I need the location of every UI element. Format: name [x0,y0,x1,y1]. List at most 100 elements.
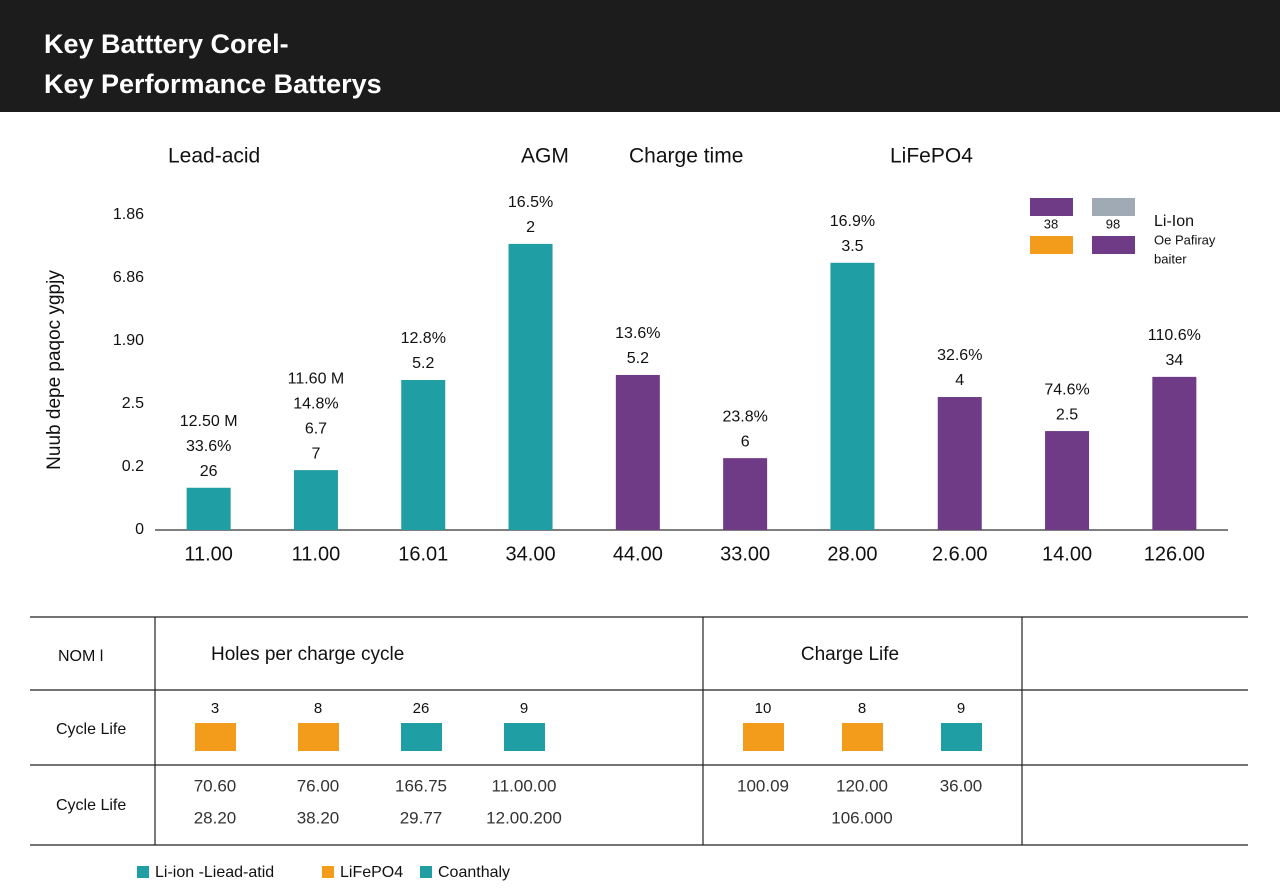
cell-value: 36.00 [940,776,983,795]
y-tick-label: 1.90 [113,332,144,349]
cell-label: 10 [755,700,772,717]
cell-swatch [842,723,883,751]
bar-annotation: 4 [955,372,964,389]
cell-value: 12.00.200 [486,808,562,827]
cell-value: 106.000 [831,808,892,827]
x-tick-label: 16.01 [398,543,448,565]
bar-annotation: 12.8% [401,330,446,347]
legend-text: Li-Ion [1154,213,1194,230]
legend-swatch [420,866,432,878]
cell-label: 9 [957,700,965,717]
bar-annotation: 6.7 [305,420,327,437]
cell-value: 28.20 [194,808,237,827]
legend-label: Coanthaly [438,864,510,881]
bar-annotation: 3.5 [841,238,863,255]
bar-annotation: 23.8% [722,408,767,425]
cell-swatch [941,723,982,751]
legend-swatch [1030,198,1073,216]
title-line: Key Batttery Corel- [44,29,289,59]
bar [1045,431,1090,530]
x-tick-label: 28.00 [827,543,877,565]
group-label: Charge time [629,145,743,168]
bar-annotation: 16.5% [508,194,553,211]
bar [615,374,660,530]
legend-swatch [137,866,149,878]
bar-annotation: 5.2 [412,355,434,372]
x-tick-label: 11.00 [184,543,233,565]
cell-label: 3 [211,700,219,717]
cell-label: 26 [413,700,430,717]
cell-value: 166.75 [395,776,447,795]
x-tick-label: 33.00 [720,543,770,565]
bar-annotation: 5.2 [627,350,649,367]
bar [830,262,875,530]
legend-label: 38 [1044,216,1058,231]
cell-value: 29.77 [400,808,443,827]
bar-annotation: 11.60 M [288,370,345,387]
bar [723,458,768,530]
bar-annotation: 2.5 [1056,406,1078,423]
legend-swatch [1092,198,1135,216]
group-label: Lead-acid [168,145,260,168]
bar-annotation: 14.8% [293,395,338,412]
group-label: AGM [521,145,569,168]
legend-text: Oe Pafiray [1154,232,1216,247]
bar [1152,376,1197,530]
x-tick-label: 44.00 [613,543,663,565]
cell-label: 8 [858,700,866,717]
table-header: Charge Life [801,644,899,665]
x-tick-label: 14.00 [1042,543,1092,565]
header-band [0,0,1280,112]
cell-swatch [743,723,784,751]
title-line: Key Performance Batterys [44,69,382,99]
table-header: Holes per charge cycle [211,644,404,665]
cell-value: 120.00 [836,776,888,795]
x-tick-label: 126.00 [1144,543,1205,565]
bar-annotation: 7 [311,445,320,462]
bar [186,487,231,530]
bar [937,397,982,530]
bar-annotation: 26 [200,463,218,480]
bar-annotation: 12.50 M [180,413,238,430]
x-tick-label: 2.6.00 [932,543,988,565]
bar [508,243,553,530]
bar-annotation: 33.6% [186,438,231,455]
legend-swatch [322,866,334,878]
bar-annotation: 74.6% [1044,381,1089,398]
bar-annotation: 34 [1165,352,1183,369]
legend-label: LiFePO4 [340,864,403,881]
bar-annotation: 110.6% [1148,327,1201,344]
cell-value: 76.00 [297,776,340,795]
bar-annotation: 16.9% [830,213,875,230]
bar-annotation: 13.6% [615,325,660,342]
cell-value: 11.00.00 [492,776,557,795]
cell-swatch [504,723,545,751]
y-tick-label: 6.86 [113,269,144,286]
legend-text: baiter [1154,251,1187,266]
legend-label: Li-ion -Liead-atid [155,864,274,881]
cell-value: 70.60 [194,776,237,795]
group-label: LiFePO4 [890,145,973,168]
row-label: Cycle Life [56,721,126,738]
y-tick-label: 2.5 [122,395,144,412]
cell-label: 9 [520,700,528,717]
y-tick-label: 0.2 [122,458,144,475]
cell-swatch [195,723,236,751]
y-tick-label: 0 [135,521,144,538]
cell-value: 38.20 [297,808,340,827]
y-axis-label: Nuub depe paqoc ygpjy [44,270,65,470]
legend-swatch [1092,236,1135,254]
cell-label: 8 [314,700,322,717]
legend-swatch [1030,236,1073,254]
bar-annotation: 32.6% [937,347,982,364]
x-tick-label: 34.00 [506,543,556,565]
legend-label: 98 [1106,216,1120,231]
bar [401,380,446,530]
y-tick-label: 1.86 [113,206,144,223]
bar-annotation: 6 [741,433,750,450]
bar-annotation: 2 [526,219,535,236]
table-header: NOM l [58,648,103,665]
cell-value: 100.09 [737,776,789,795]
x-tick-label: 11.00 [292,543,341,565]
